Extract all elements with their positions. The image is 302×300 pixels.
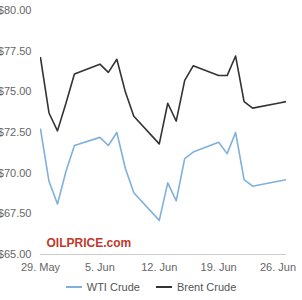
- svg-text:$77.50: $77.50: [0, 45, 32, 57]
- svg-text:12. Jun: 12. Jun: [141, 261, 177, 273]
- html-text:Brent Crude: Brent Crude: [176, 281, 237, 293]
- svg-text:$75.00: $75.00: [0, 85, 32, 97]
- svg-text:$80.00: $80.00: [0, 4, 32, 16]
- svg-text:$70.00: $70.00: [0, 167, 32, 179]
- svg-text:29. May: 29. May: [21, 261, 61, 273]
- svg-text:$72.50: $72.50: [0, 126, 32, 138]
- svg-text:19. Jun: 19. Jun: [201, 261, 237, 273]
- svg-text:$65.00: $65.00: [0, 248, 32, 260]
- html-text:WTI Crude: WTI Crude: [86, 281, 140, 293]
- svg-text:OILPRICE.com: OILPRICE.com: [47, 236, 132, 250]
- svg-text:26. Jun: 26. Jun: [260, 261, 296, 273]
- svg-text:5. Jun: 5. Jun: [85, 261, 115, 273]
- svg-text:$67.50: $67.50: [0, 207, 32, 219]
